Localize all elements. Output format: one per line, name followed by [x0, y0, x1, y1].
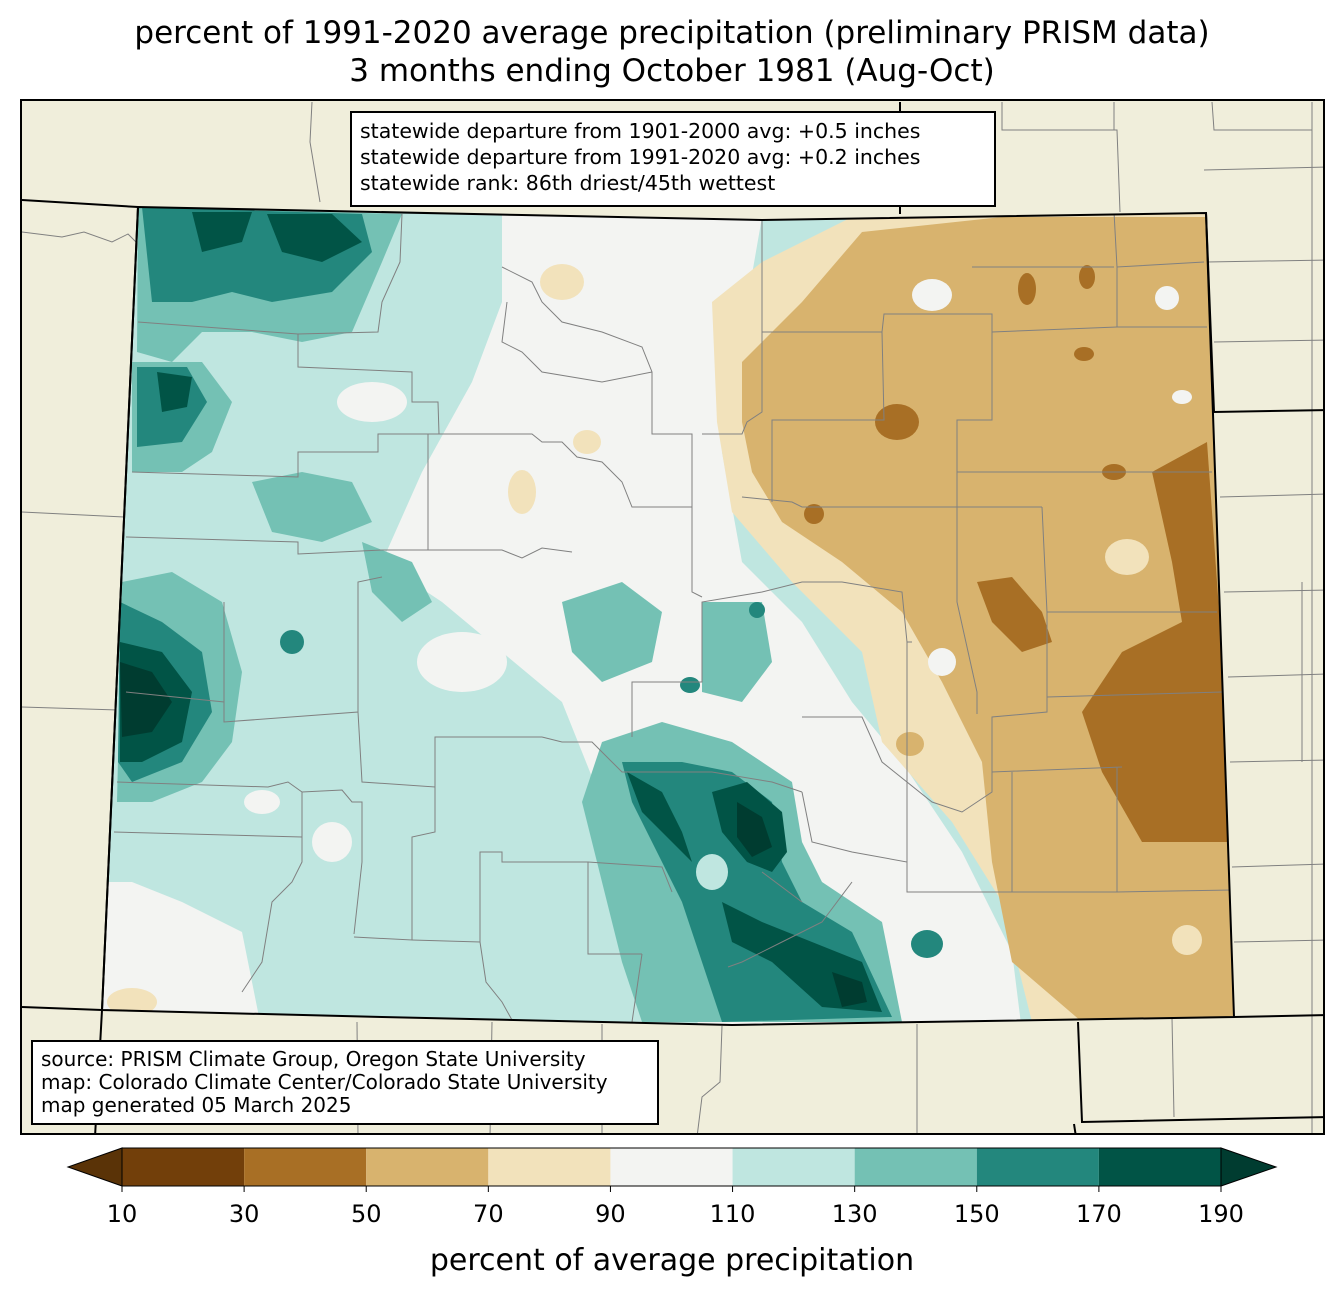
colorbar-segment	[732, 1148, 855, 1186]
colorbar-label: percent of average precipitation	[429, 1243, 915, 1278]
colorbar-segments	[66, 1147, 1278, 1187]
colorbar-extend-low	[66, 1147, 123, 1187]
colorbar-tick-label: 10	[107, 1200, 138, 1228]
colorbar: 10 30 50 70 90 110 130 150 170 190	[66, 1147, 1278, 1228]
colorbar-segment	[244, 1148, 367, 1186]
colorbar-tick-label: 50	[351, 1200, 382, 1228]
colorbar-ticks: 10 30 50 70 90 110 130 150 170 190	[107, 1186, 1244, 1228]
colorbar-tick-label: 70	[473, 1200, 504, 1228]
title-line-2: 3 months ending October 1981 (Aug-Oct)	[349, 53, 995, 89]
colorbar-outline	[121, 1147, 1222, 1187]
colorbar-extend-high	[1220, 1147, 1278, 1187]
colorbar-tick-label: 90	[595, 1200, 626, 1228]
colorbar-tick-label: 130	[832, 1200, 878, 1228]
source-line-generated: map generated 05 March 2025	[41, 1093, 352, 1117]
stats-rank: statewide rank: 86th driest/45th wettest	[360, 171, 776, 195]
source-box: source: PRISM Climate Group, Oregon Stat…	[31, 1040, 659, 1125]
title-line-1: percent of 1991-2020 average precipitati…	[134, 15, 1210, 51]
colorbar-segment	[976, 1148, 1099, 1186]
colorbar-segment	[1098, 1148, 1221, 1186]
colorbar-tick-label: 170	[1076, 1200, 1122, 1228]
stats-departure-1901-2000: statewide departure from 1901-2000 avg: …	[360, 119, 921, 143]
colorado-precipitation-map	[22, 101, 1323, 1133]
neighbor-county-lines	[22, 101, 1323, 1133]
colorbar-segment	[366, 1148, 489, 1186]
colorbar-segment	[610, 1148, 733, 1186]
stats-departure-1991-2020: statewide departure from 1991-2020 avg: …	[360, 145, 921, 169]
colorbar-segment	[488, 1148, 611, 1186]
map-title: percent of 1991-2020 average precipitati…	[0, 14, 1344, 90]
source-line-prism: source: PRISM Climate Group, Oregon Stat…	[41, 1047, 586, 1071]
colorbar-segment	[122, 1148, 245, 1186]
colorbar-tick-label: 150	[954, 1200, 1000, 1228]
colorbar-tick-label: 110	[710, 1200, 756, 1228]
statewide-stats-box: statewide departure from 1901-2000 avg: …	[350, 111, 996, 207]
precipitation-field	[102, 207, 1234, 1025]
map-frame	[20, 99, 1325, 1135]
county-lines	[113, 211, 1233, 1023]
source-line-map: map: Colorado Climate Center/Colorado St…	[41, 1070, 608, 1094]
colorbar-segment	[854, 1148, 977, 1186]
colorbar-tick-label: 190	[1198, 1200, 1244, 1228]
colorbar-tick-label: 30	[229, 1200, 260, 1228]
